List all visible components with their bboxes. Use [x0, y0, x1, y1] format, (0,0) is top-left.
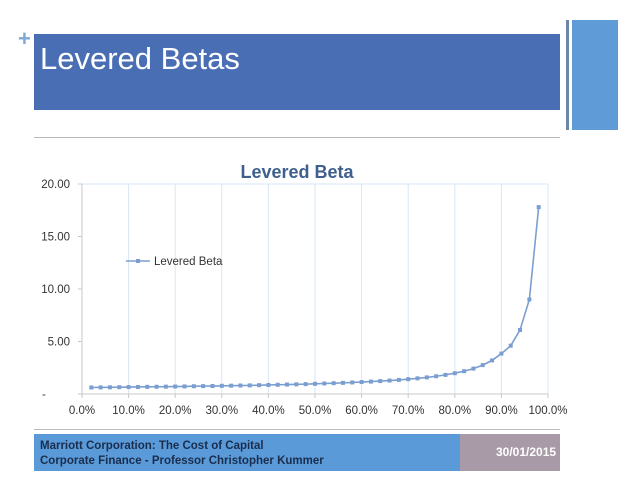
data-point — [434, 374, 439, 379]
x-tick-label: 90.0% — [485, 405, 518, 417]
data-point — [173, 384, 178, 389]
y-tick-label: 10.00 — [41, 284, 70, 296]
data-point — [480, 363, 485, 368]
y-tick-label: 5.00 — [48, 337, 70, 349]
slide-title: Levered Betas — [40, 41, 240, 76]
footer-course-info: Marriott Corporation: The Cost of Capita… — [34, 434, 460, 471]
data-point — [275, 382, 280, 387]
x-tick-label: 60.0% — [345, 405, 378, 417]
data-point — [107, 385, 112, 390]
footer-date: 30/01/2015 — [460, 434, 560, 471]
legend-label: Levered Beta — [154, 256, 223, 268]
y-tick-label: 20.00 — [41, 179, 70, 191]
data-point — [471, 366, 476, 371]
footer-line-2: Corporate Finance - Professor Christophe… — [40, 455, 324, 467]
data-point — [154, 384, 159, 389]
data-point — [452, 371, 457, 376]
x-tick-label: 10.0% — [112, 405, 145, 417]
data-point — [443, 372, 448, 377]
levered-beta-chart: Levered Beta - 5.00 10.00 15.00 20.00 0.0% 10.0… — [41, 162, 567, 417]
data-point — [359, 380, 364, 385]
data-point — [191, 384, 196, 389]
data-point — [257, 383, 262, 388]
footer-separator — [34, 429, 560, 430]
x-tick-label: 30.0% — [205, 405, 238, 417]
data-point — [368, 379, 373, 384]
data-point — [98, 385, 103, 390]
data-point — [145, 384, 150, 389]
x-tick-label: 100.0% — [528, 405, 567, 417]
data-point — [387, 378, 392, 383]
title-bar: Levered Betas — [34, 34, 560, 110]
data-point — [247, 383, 252, 388]
decorative-bar-thin — [566, 20, 569, 130]
data-point — [340, 380, 345, 385]
chart-container: Levered Beta - 5.00 10.00 15.00 20.00 0.0% 10.0… — [0, 150, 638, 430]
chart-title: Levered Beta — [240, 162, 354, 182]
data-point — [415, 376, 420, 381]
data-point — [182, 384, 187, 389]
data-point — [527, 297, 532, 302]
data-point — [378, 379, 383, 384]
x-tick-label: 20.0% — [159, 405, 192, 417]
data-point — [219, 383, 224, 388]
data-point — [508, 343, 513, 348]
legend-marker — [136, 259, 140, 263]
y-tick-label: 15.00 — [41, 232, 70, 244]
data-point — [406, 377, 411, 382]
data-point — [424, 375, 429, 380]
data-point — [238, 383, 243, 388]
y-tick-label: - — [42, 389, 46, 401]
x-tick-label: 50.0% — [299, 405, 332, 417]
data-point — [201, 384, 206, 389]
title-separator — [34, 137, 560, 138]
x-tick-label: 80.0% — [438, 405, 471, 417]
data-point — [396, 377, 401, 382]
data-point — [126, 385, 131, 390]
data-point — [322, 381, 327, 386]
x-tick-label: 40.0% — [252, 405, 285, 417]
x-tick-label: 0.0% — [69, 405, 95, 417]
data-point — [229, 383, 234, 388]
data-point — [462, 369, 467, 374]
x-tick-label: 70.0% — [392, 405, 425, 417]
data-point — [135, 384, 140, 389]
data-point — [536, 205, 541, 210]
data-point — [303, 382, 308, 387]
data-point — [210, 384, 215, 389]
data-point — [163, 384, 168, 389]
data-point — [499, 351, 504, 356]
data-point — [89, 385, 94, 390]
data-point — [285, 382, 290, 387]
data-point — [331, 381, 336, 386]
data-point — [266, 382, 271, 387]
data-point — [117, 385, 122, 390]
plus-icon: + — [18, 26, 31, 51]
footer-line-1: Marriott Corporation: The Cost of Capita… — [40, 440, 264, 452]
data-point — [350, 380, 355, 385]
data-point — [294, 382, 299, 387]
data-point — [490, 358, 495, 363]
decorative-bar-wide — [572, 20, 618, 130]
data-point — [313, 381, 317, 386]
data-point — [518, 327, 523, 332]
